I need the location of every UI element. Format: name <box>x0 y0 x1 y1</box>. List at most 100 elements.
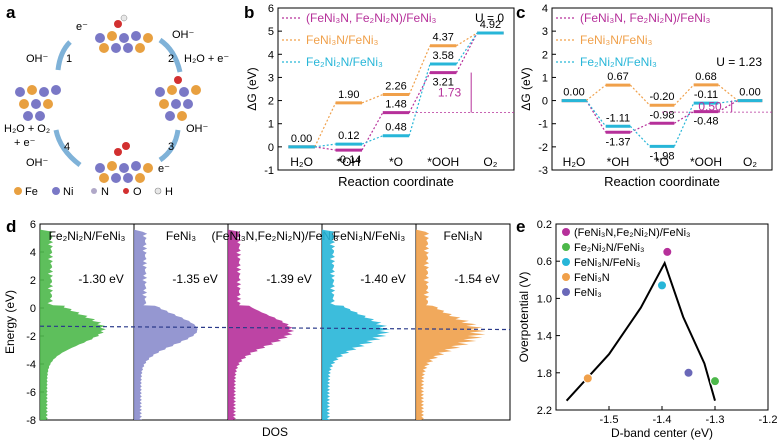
panel-b-free-energy-chart: -1 0 1 2 3 4 5 6 ΔG (eV) H₂O *OH *O *OOH O₂ Reaction c… <box>245 3 515 189</box>
y-tick-label: 1.0 <box>537 293 552 305</box>
x-category-label: *OOH <box>427 155 459 169</box>
x-tick-label: -1.3 <box>706 414 725 426</box>
n-dot-icon <box>91 188 97 194</box>
d-band-center-label: -1.54 eV <box>454 272 499 286</box>
x-category-label: *OOH <box>690 155 722 169</box>
y-tick-label: 2.2 <box>537 405 552 417</box>
volcano-curve <box>565 260 716 402</box>
panel-label-e: e <box>516 217 525 236</box>
series-connector <box>361 135 384 145</box>
dos-profile <box>134 229 198 420</box>
series-connector <box>361 112 384 151</box>
legend-o: O <box>133 186 142 198</box>
overpotential-value: 0.50 <box>698 99 722 113</box>
y-tick-label: 2 <box>542 49 548 61</box>
y-tick-label: 0.2 <box>537 219 552 231</box>
energy-value-label: 0.00 <box>291 133 312 145</box>
series-connector <box>629 125 651 147</box>
y-tick-label: -1 <box>538 119 548 131</box>
y-tick-label: 6 <box>268 3 274 15</box>
x-category-label: *O <box>655 155 669 169</box>
slab-right <box>155 76 201 121</box>
energy-value-label: -1.11 <box>606 112 630 124</box>
series-connector <box>629 84 651 106</box>
x-category-label: *O <box>389 155 403 169</box>
energy-value-label: -0.14 <box>336 154 361 166</box>
electron-1: e⁻ <box>76 21 88 33</box>
y-tick-label: -2 <box>538 142 548 154</box>
y-axis-label: Overpotential (V) <box>517 272 531 363</box>
volcano-point <box>662 246 673 257</box>
legend-marker <box>562 258 570 266</box>
series-connector <box>361 93 384 104</box>
reactant-4: OH⁻ <box>26 157 49 169</box>
slab-bottom <box>95 142 153 183</box>
series-connector <box>585 100 607 127</box>
y-tick-label: -2 <box>26 331 36 343</box>
energy-value-label: 2.26 <box>385 81 406 93</box>
energy-value-label: 0.12 <box>338 130 359 142</box>
x-axis-label: DOS <box>262 425 288 439</box>
d-band-center-label: -1.35 eV <box>172 272 217 286</box>
plot-frame <box>551 7 773 171</box>
d-band-center-line <box>39 325 511 331</box>
x-tick-label: -1.4 <box>653 414 672 426</box>
x-category-label: H₂O <box>290 155 313 169</box>
x-category-label: *OH <box>337 155 360 169</box>
y-tick-label: 4 <box>268 49 274 61</box>
series-connector <box>718 99 738 104</box>
y-tick-label: -8 <box>26 415 36 427</box>
legend-entry: FeNi₃N/FeNi₃ <box>580 33 653 47</box>
panel-label-a: a <box>6 3 16 22</box>
energy-value-label: 3.58 <box>432 50 453 62</box>
panel-c-free-energy-chart: -3 -2 -1 0 1 2 3 4 ΔG (eV) H₂O *OH *O *OOH O₂ Reaction… <box>519 3 773 189</box>
series-connector <box>674 111 694 124</box>
y-tick-label: -4 <box>26 359 36 371</box>
series-connector <box>314 143 336 148</box>
legend-h: H <box>165 186 173 198</box>
series-connector <box>456 32 478 47</box>
energy-value-label: 1.90 <box>338 89 359 101</box>
product-2: H₂O + e⁻ <box>184 53 229 65</box>
y-axis-label: ΔG (eV) <box>245 67 259 110</box>
electron-3: e⁻ <box>158 163 170 175</box>
energy-value-label: -1.98 <box>649 150 674 162</box>
legend-entry: FeNi₃N/FeNi₃ <box>306 33 379 47</box>
dos-profile <box>322 229 390 420</box>
cycle-arrow-2 <box>158 37 183 73</box>
dos-profile <box>416 229 486 420</box>
legend-marker <box>562 288 570 296</box>
x-tick-label: -1.5 <box>600 414 619 426</box>
legend-entry: Fe₂Ni₂N/FeNi₃ <box>580 55 657 69</box>
step-3-label: 3 <box>168 141 174 153</box>
energy-value-label: 0.68 <box>695 71 716 83</box>
energy-value-label: 0.48 <box>385 122 406 134</box>
volcano-point <box>657 280 667 291</box>
d-band-center-label: -1.30 eV <box>78 272 123 286</box>
series-connector <box>585 84 607 102</box>
step-2-label: 2 <box>168 53 174 65</box>
h-dot-icon <box>154 187 162 195</box>
energy-value-label: 1.48 <box>385 99 406 111</box>
x-tick-label: -1.2 <box>759 414 778 426</box>
product-4a: H₂O + O₂ <box>4 123 50 135</box>
panel-d-dos-chart: -8 -6 -4 -2 0 2 4 6 Energy (eV) DOS Fe₂Ni₂N/FeNi₃ -… <box>3 219 511 439</box>
legend-entry: FeNi₃N/FeNi₃ <box>574 257 640 269</box>
legend-entry: FeNi₃N <box>574 272 610 284</box>
volcano-point <box>710 376 720 387</box>
energy-value-label: 3.21 <box>432 77 453 89</box>
y-tick-label: 1 <box>268 119 274 131</box>
series-connector <box>314 146 336 151</box>
y-tick-label: 4 <box>30 247 36 259</box>
legend-entry: Fe₂Ni₂N/FeNi₃ <box>306 55 383 69</box>
energy-value-label: -0.48 <box>693 116 718 128</box>
dos-panel-title: Fe₂Ni₂N/FeNi₃ <box>49 229 126 243</box>
d-band-center-label: -1.39 eV <box>266 272 311 286</box>
x-category-label: O₂ <box>483 155 497 169</box>
dos-panel-title: FeNi₃N <box>444 229 483 243</box>
x-axis-label: D-band center (eV) <box>611 426 713 440</box>
panel-label-b: b <box>244 3 254 22</box>
y-axis-label: Energy (eV) <box>3 290 17 354</box>
y-tick-label: 2 <box>268 96 274 108</box>
y-tick-label: 1 <box>542 72 548 84</box>
